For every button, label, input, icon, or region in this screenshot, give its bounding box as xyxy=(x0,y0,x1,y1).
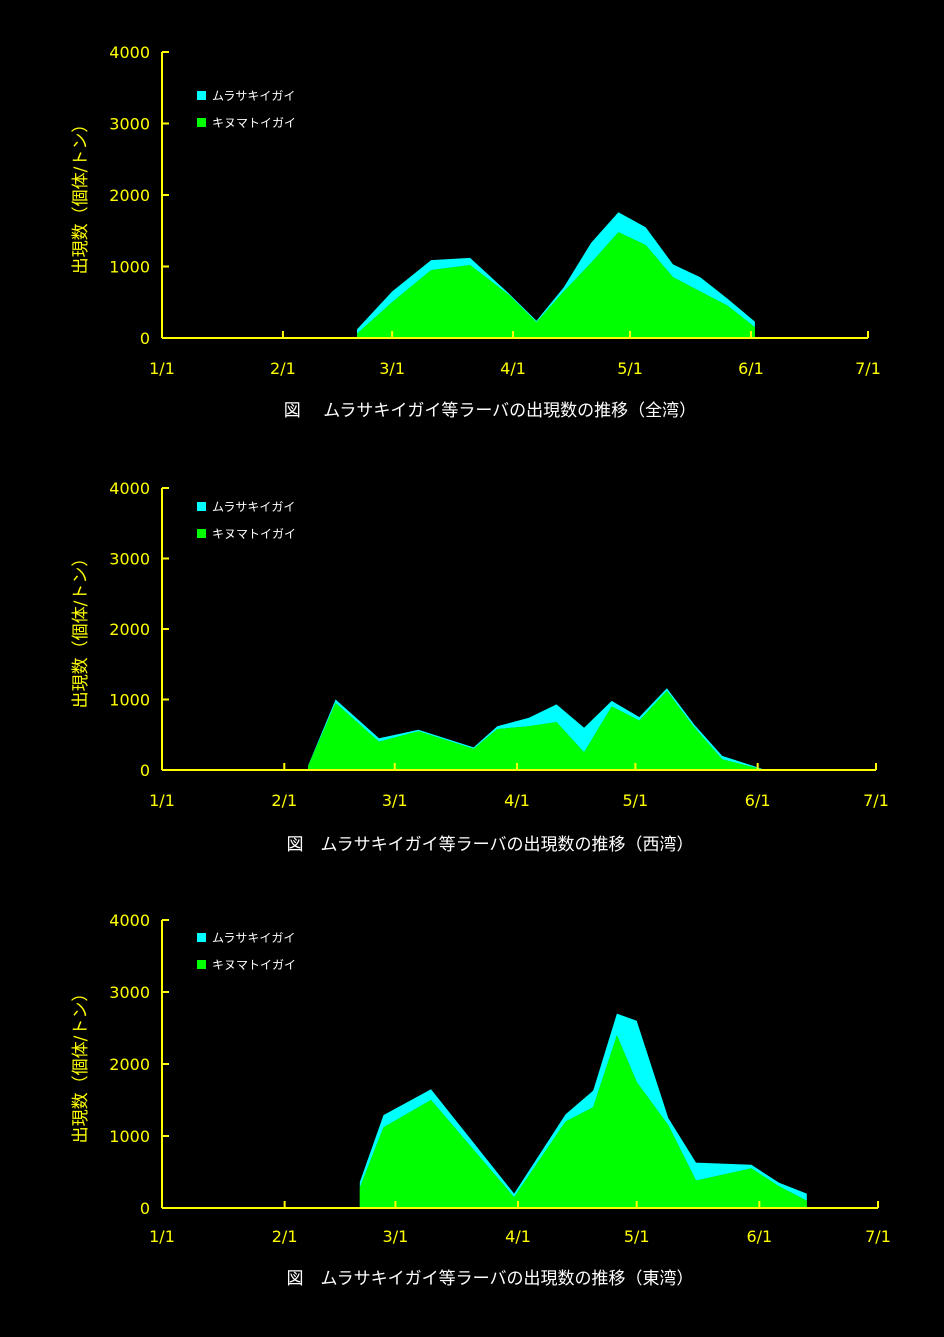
chart-panel-3: 0 1000 2000 3000 4000 1/1 2/1 3/1 4/1 5/1 6/1 7/1 出現… xyxy=(71,911,891,1289)
y-tick-label: 0 xyxy=(140,761,150,780)
legend-swatch xyxy=(197,933,206,942)
x-tick-label: 6/1 xyxy=(745,791,771,810)
y-tick-label: 3000 xyxy=(109,983,150,1002)
legend-swatch xyxy=(197,960,206,969)
x-tick-label: 6/1 xyxy=(746,1227,772,1246)
y-tick-label: 4000 xyxy=(109,43,150,62)
y-tick-label: 3000 xyxy=(109,115,150,134)
x-tick-label: 1/1 xyxy=(149,1227,175,1246)
series-area-murasaki xyxy=(308,688,762,770)
x-tick-label: 5/1 xyxy=(617,359,643,378)
x-tick-label: 5/1 xyxy=(622,791,648,810)
x-tick-label: 2/1 xyxy=(270,359,296,378)
y-tick-label: 4000 xyxy=(109,479,150,498)
chart-panel-1: 0 1000 2000 3000 4000 1/1 2/1 3/1 4/1 5/1 6/1 7/1 出現… xyxy=(71,43,881,421)
y-tick-label: 0 xyxy=(140,329,150,348)
y-tick-label: 0 xyxy=(140,1199,150,1218)
y-tick-label: 1000 xyxy=(109,691,150,710)
series-area-kinumatoi-front xyxy=(308,691,762,770)
x-tick-label: 2/1 xyxy=(272,1227,298,1246)
chart-caption: 図 ムラサキイガイ等ラーバの出現数の推移（東湾） xyxy=(287,1269,694,1289)
legend-swatch xyxy=(197,91,206,100)
x-tick-label: 3/1 xyxy=(379,359,405,378)
x-tick-label: 7/1 xyxy=(865,1227,891,1246)
y-tick-label: 3000 xyxy=(109,550,150,569)
y-tick-label: 2000 xyxy=(109,1055,150,1074)
chart-panel-2: 0 1000 2000 3000 4000 1/1 2/1 3/1 4/1 5/1 6/1 7/1 出現… xyxy=(71,479,889,855)
legend-swatch xyxy=(197,118,206,127)
y-tick-label: 1000 xyxy=(109,1127,150,1146)
y-axis-label: 出現数（個体/トン） xyxy=(71,985,91,1144)
x-tick-label: 4/1 xyxy=(500,359,526,378)
y-tick-label: 2000 xyxy=(109,620,150,639)
x-tick-label: 7/1 xyxy=(855,359,881,378)
x-tick-label: 1/1 xyxy=(149,359,175,378)
x-tick-label: 2/1 xyxy=(271,791,297,810)
legend-label: キヌマトイガイ xyxy=(212,116,296,130)
legend-label: キヌマトイガイ xyxy=(212,958,296,972)
legend-swatch xyxy=(197,529,206,538)
series-area-murasaki xyxy=(359,1013,807,1201)
y-axis-label: 出現数（個体/トン） xyxy=(71,550,91,709)
y-tick-label: 2000 xyxy=(109,186,150,205)
chart-caption: 図 ムラサキイガイ等ラーバの出現数の推移（西湾） xyxy=(287,835,694,855)
series-area-kinumatoi-front xyxy=(359,1035,807,1208)
series-area-murasaki xyxy=(357,212,755,334)
y-tick-label: 4000 xyxy=(109,911,150,930)
x-tick-label: 6/1 xyxy=(738,359,764,378)
legend-label: ムラサキイガイ xyxy=(212,89,295,103)
legend-label: ムラサキイガイ xyxy=(212,931,295,945)
x-tick-label: 4/1 xyxy=(504,791,530,810)
y-tick-label: 1000 xyxy=(109,258,150,277)
y-axis-label: 出現数（個体/トン） xyxy=(71,116,91,275)
x-tick-label: 7/1 xyxy=(863,791,889,810)
series-area-kinumatoi-front xyxy=(357,232,755,338)
x-tick-label: 3/1 xyxy=(383,1227,409,1246)
x-tick-label: 4/1 xyxy=(505,1227,531,1246)
legend-label: ムラサキイガイ xyxy=(212,500,295,514)
legend-label: キヌマトイガイ xyxy=(212,527,296,541)
x-tick-label: 1/1 xyxy=(149,791,175,810)
chart-caption: 図 ムラサキイガイ等ラーバの出現数の推移（全湾） xyxy=(284,401,696,421)
legend-swatch xyxy=(197,502,206,511)
x-tick-label: 5/1 xyxy=(624,1227,650,1246)
x-tick-label: 3/1 xyxy=(382,791,408,810)
